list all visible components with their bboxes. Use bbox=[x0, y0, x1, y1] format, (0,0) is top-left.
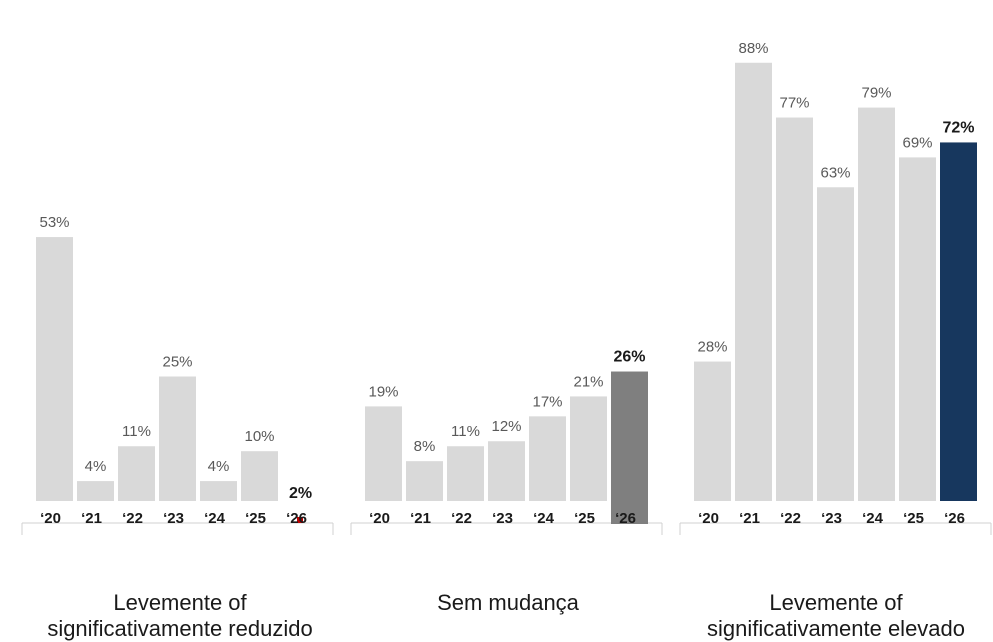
value-label-0-4: 4% bbox=[208, 458, 230, 475]
bar-0-0 bbox=[36, 237, 73, 501]
value-label-1-1: 8% bbox=[414, 438, 436, 455]
group-label-reduzido: Levemente of significativamente reduzido bbox=[47, 590, 313, 641]
value-label-2-5: 69% bbox=[902, 134, 932, 151]
category-label-1-3: ‘23 bbox=[492, 510, 513, 527]
category-label-1-1: ‘21 bbox=[410, 510, 431, 527]
bar-2-6 bbox=[940, 142, 977, 501]
bar-2-1 bbox=[735, 62, 772, 501]
category-label-0-1: ‘21 bbox=[81, 510, 102, 527]
category-label-0-0: ‘20 bbox=[40, 510, 61, 527]
value-label-2-3: 63% bbox=[820, 164, 850, 181]
bar-1-0 bbox=[365, 406, 402, 501]
bar-1-6 bbox=[611, 371, 648, 524]
value-label-0-2: 11% bbox=[122, 423, 151, 440]
category-label-0-3: ‘23 bbox=[163, 510, 184, 527]
category-label-1-0: ‘20 bbox=[369, 510, 390, 527]
value-label-1-4: 17% bbox=[532, 393, 562, 410]
group-label-sem-mudanca: Sem mudança bbox=[437, 590, 579, 615]
category-label-2-0: ‘20 bbox=[698, 510, 719, 527]
category-label-2-6: ‘26 bbox=[944, 510, 965, 527]
bar-0-5 bbox=[241, 451, 278, 501]
value-label-0-6: 2% bbox=[289, 485, 312, 502]
category-label-1-2: ‘22 bbox=[451, 510, 472, 527]
bar-0-2 bbox=[118, 446, 155, 501]
bar-0-3 bbox=[159, 376, 196, 501]
bar-0-1 bbox=[77, 481, 114, 501]
bar-2-0 bbox=[694, 361, 731, 501]
value-label-0-0: 53% bbox=[39, 214, 69, 231]
value-label-1-3: 12% bbox=[491, 418, 521, 435]
value-label-1-6: 26% bbox=[613, 349, 645, 366]
value-label-0-1: 4% bbox=[85, 458, 107, 475]
group-label-elevado: Levemente of significativamente elevado bbox=[706, 590, 966, 641]
category-label-2-3: ‘23 bbox=[821, 510, 842, 527]
category-label-2-4: ‘24 bbox=[862, 510, 884, 527]
value-label-2-4: 79% bbox=[861, 85, 891, 102]
category-label-0-5: ‘25 bbox=[245, 510, 266, 527]
bar-1-4 bbox=[529, 416, 566, 501]
value-label-2-2: 77% bbox=[779, 95, 809, 112]
value-label-1-0: 19% bbox=[368, 383, 398, 400]
category-label-0-6: ‘26 bbox=[286, 510, 307, 527]
bar-2-3 bbox=[817, 187, 854, 501]
category-label-2-5: ‘25 bbox=[903, 510, 924, 527]
value-label-1-5: 21% bbox=[573, 373, 603, 390]
value-label-2-1: 88% bbox=[738, 40, 768, 57]
bar-1-2 bbox=[447, 446, 484, 501]
bar-2-2 bbox=[776, 117, 813, 501]
value-label-0-5: 10% bbox=[244, 428, 274, 445]
bar-1-3 bbox=[488, 441, 525, 501]
value-label-1-2: 11% bbox=[451, 423, 480, 440]
bar-1-5 bbox=[570, 396, 607, 501]
category-label-1-5: ‘25 bbox=[574, 510, 595, 527]
category-label-1-4: ‘24 bbox=[533, 510, 555, 527]
category-label-0-2: ‘22 bbox=[122, 510, 143, 527]
category-label-1-6: ‘26 bbox=[615, 510, 636, 527]
category-label-0-4: ‘24 bbox=[204, 510, 226, 527]
category-label-2-2: ‘22 bbox=[780, 510, 801, 527]
value-label-2-6: 72% bbox=[942, 119, 974, 136]
bar-2-5 bbox=[899, 157, 936, 501]
value-label-2-0: 28% bbox=[697, 339, 727, 356]
bar-0-6 bbox=[297, 517, 303, 523]
bar-2-4 bbox=[858, 107, 895, 501]
value-label-0-3: 25% bbox=[162, 354, 192, 371]
bar-1-1 bbox=[406, 461, 443, 501]
category-label-2-1: ‘21 bbox=[739, 510, 760, 527]
bar-0-4 bbox=[200, 481, 237, 501]
